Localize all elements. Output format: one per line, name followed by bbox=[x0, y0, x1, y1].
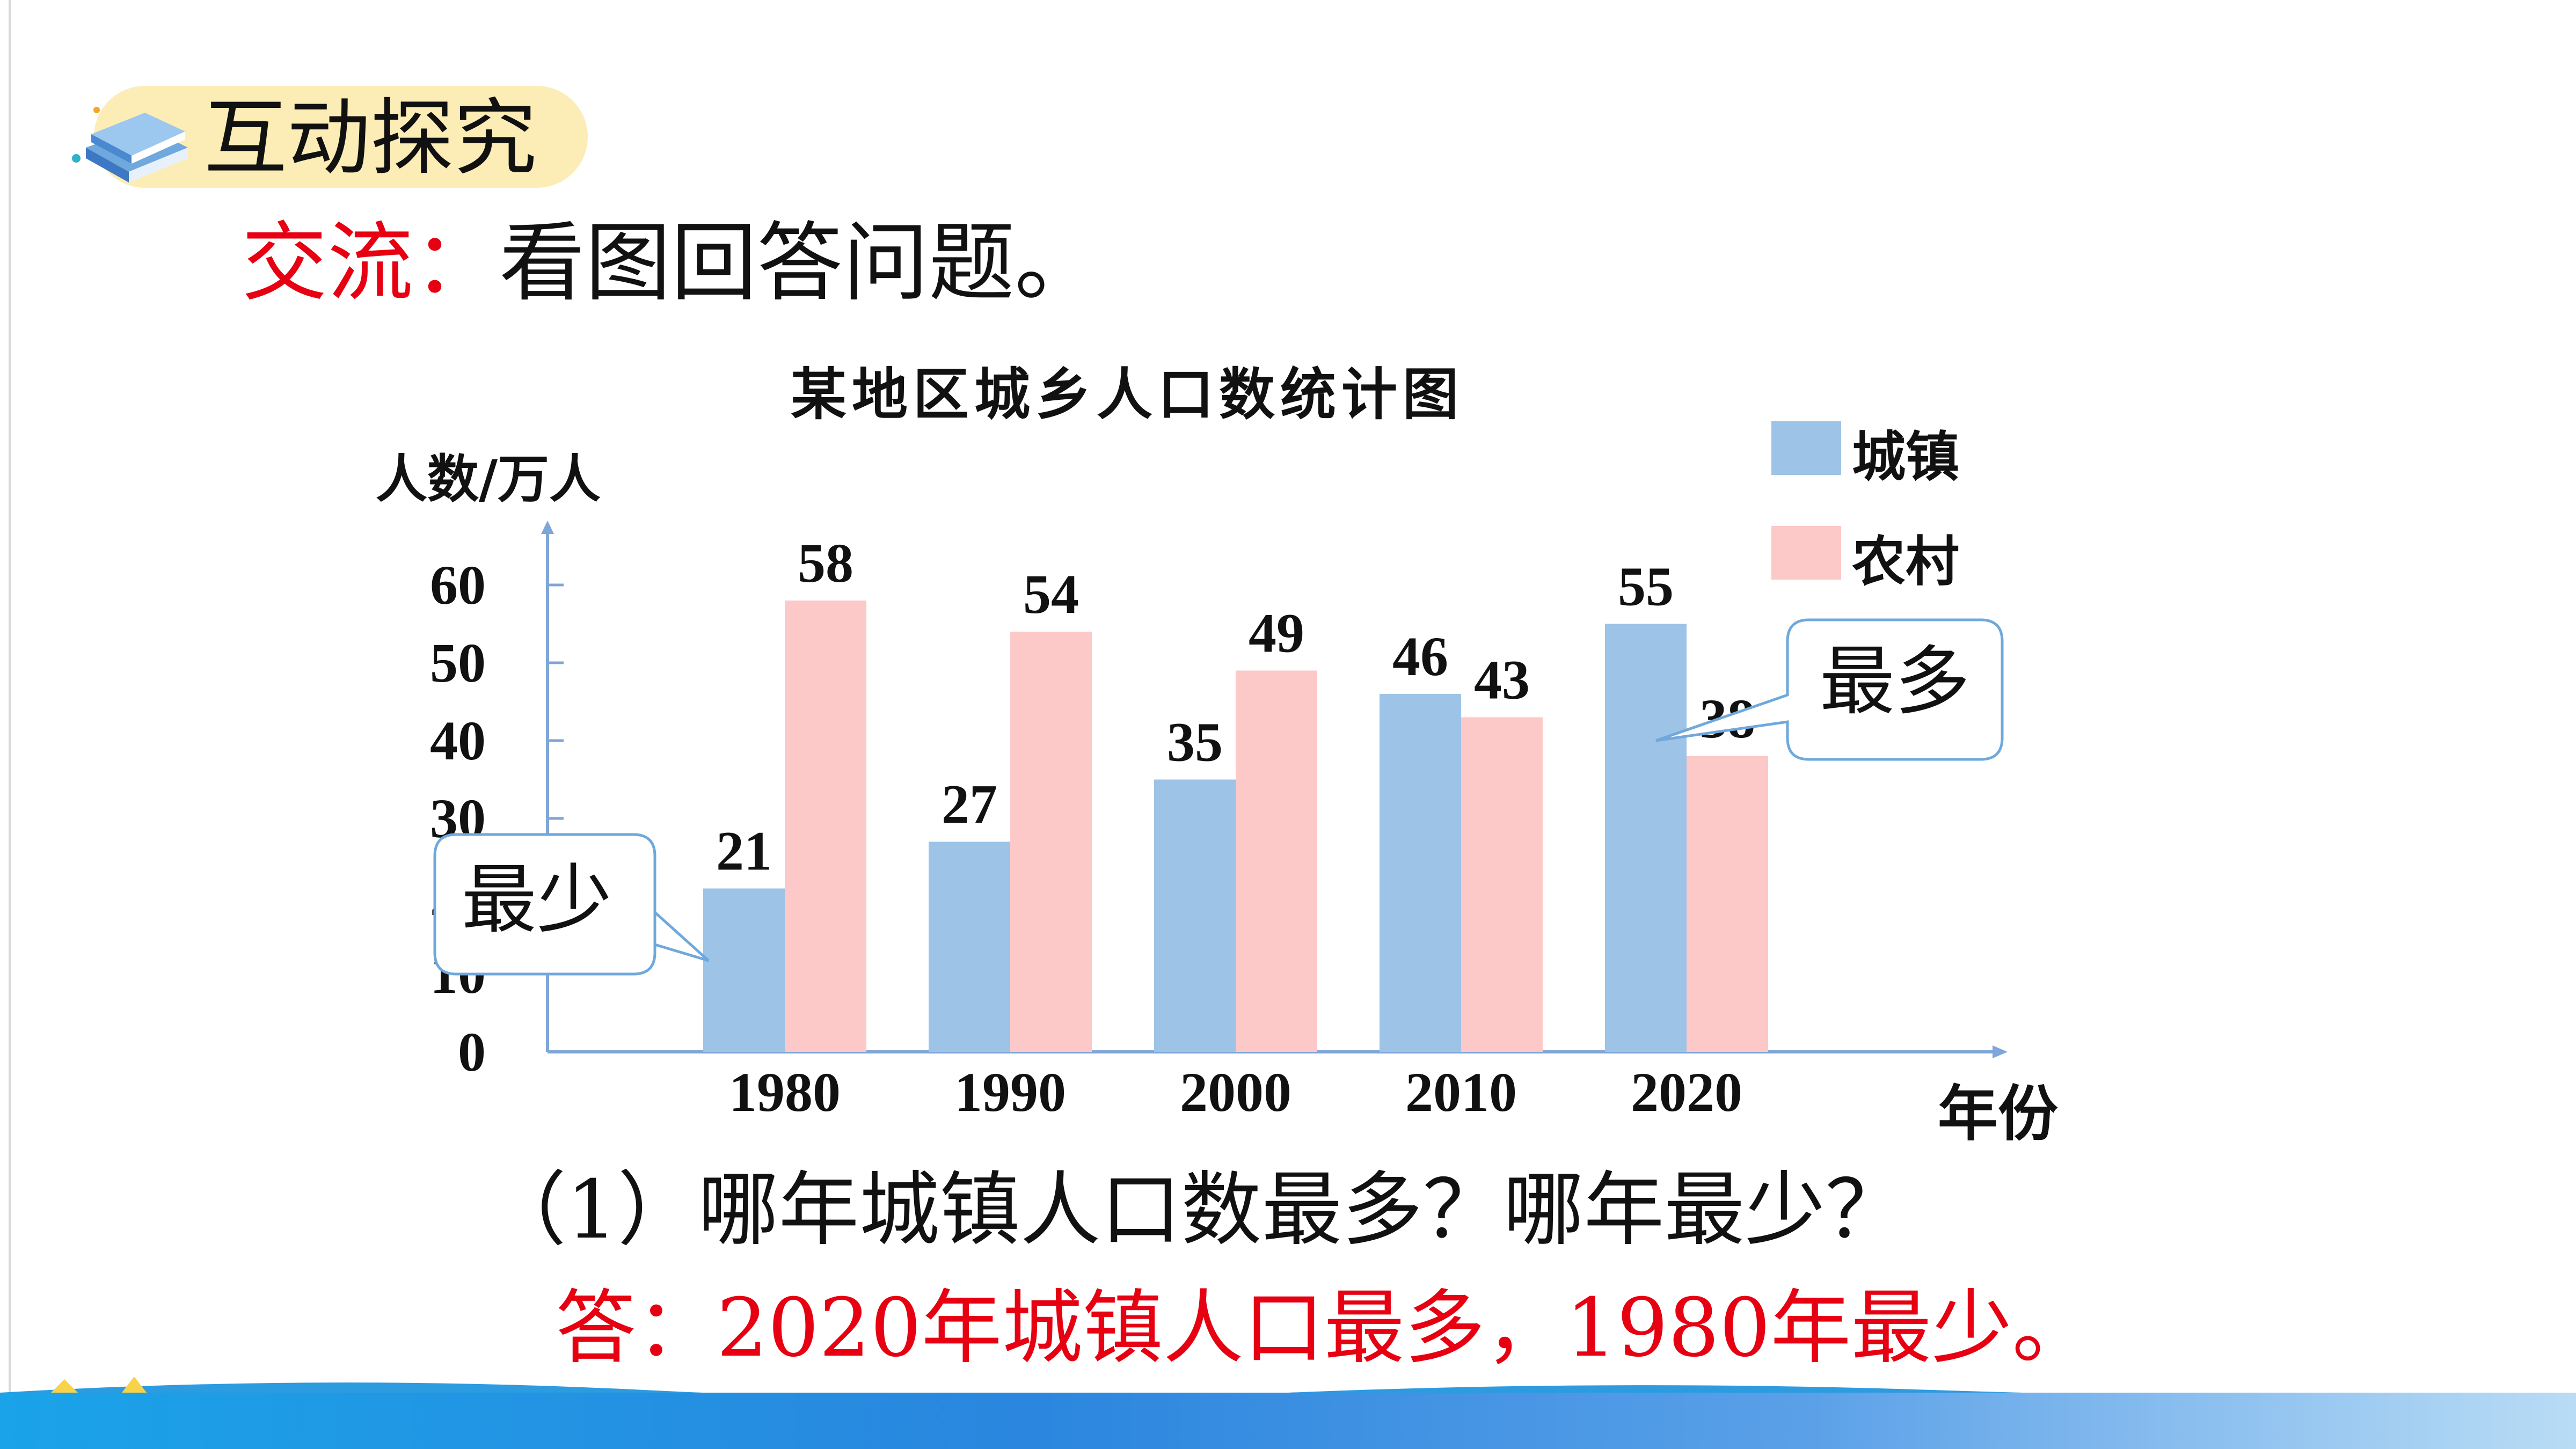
data-label-rural-2000: 49 bbox=[1249, 603, 1304, 664]
prompt-line: 交流：看图回答问题。 bbox=[242, 209, 1100, 317]
callout-most-text: 最多 bbox=[1820, 638, 1970, 726]
data-label-rural-1980: 58 bbox=[798, 532, 853, 594]
y-axis-label: 人数/万人 bbox=[376, 449, 601, 509]
y-axis-arrow-icon bbox=[541, 521, 554, 534]
callout-most-bubble bbox=[1655, 618, 2004, 761]
callout-least: 最少 bbox=[433, 833, 710, 976]
bar-rural-2010 bbox=[1461, 717, 1543, 1052]
x-tick-label: 2020 bbox=[1631, 1062, 1742, 1123]
bar-urban-2010 bbox=[1380, 694, 1461, 1052]
bar-urban-2000 bbox=[1154, 779, 1236, 1052]
data-label-urban-1990: 27 bbox=[942, 774, 997, 836]
bar-urban-1990 bbox=[929, 841, 1010, 1052]
bar-urban-2020 bbox=[1605, 624, 1687, 1052]
bar-urban-1980 bbox=[703, 888, 785, 1052]
bar-rural-1990 bbox=[1010, 632, 1092, 1052]
y-tick-label: 50 bbox=[430, 632, 486, 694]
legend-swatch-rural bbox=[1771, 526, 1841, 580]
x-axis-arrow-icon bbox=[1993, 1045, 2008, 1058]
legend-swatch-urban bbox=[1771, 421, 1841, 475]
y-ticks: 0102030405060 bbox=[430, 554, 564, 1083]
bar-rural-1980 bbox=[785, 601, 866, 1052]
data-label-rural-1990: 54 bbox=[1023, 564, 1079, 625]
y-tick-label: 40 bbox=[430, 710, 486, 772]
legend-label-rural: 农村 bbox=[1852, 530, 1959, 593]
x-ticks: 1980 1990 2000 2010 2020 bbox=[729, 1062, 1742, 1123]
chart-title: 某地区城乡人口数统计图 bbox=[790, 361, 1464, 427]
x-axis-label: 年份 bbox=[1938, 1079, 2058, 1149]
data-labels: 21582754354946435538 bbox=[716, 532, 1755, 882]
y-tick-label: 60 bbox=[430, 554, 486, 616]
x-tick-label: 2000 bbox=[1180, 1062, 1291, 1123]
footer-band bbox=[0, 1393, 2576, 1449]
data-label-urban-2010: 46 bbox=[1392, 626, 1448, 687]
callout-least-text: 最少 bbox=[462, 857, 612, 944]
data-label-rural-2010: 43 bbox=[1474, 649, 1530, 711]
answer-text: 答：2020年城镇人口最多，1980年最少。 bbox=[556, 1282, 2093, 1375]
prompt-prefix: 交流： bbox=[242, 213, 500, 313]
book-stack-icon bbox=[72, 107, 188, 182]
legend-label-urban: 城镇 bbox=[1852, 425, 1959, 488]
y-tick-label: 0 bbox=[458, 1021, 486, 1083]
left-rule bbox=[9, 0, 11, 1449]
bar-rural-2020 bbox=[1687, 756, 1768, 1052]
prompt-text: 看图回答问题。 bbox=[499, 213, 1101, 313]
callout-least-bubble bbox=[433, 833, 710, 976]
bar-rural-2000 bbox=[1236, 670, 1317, 1052]
data-label-urban-2000: 35 bbox=[1167, 712, 1223, 773]
bars bbox=[703, 601, 1768, 1052]
x-tick-label: 1980 bbox=[729, 1062, 841, 1123]
callout-most: 最多 bbox=[1655, 618, 2004, 761]
header-title: 互动探究 bbox=[204, 90, 537, 187]
x-tick-label: 1990 bbox=[954, 1062, 1066, 1123]
x-tick-label: 2010 bbox=[1405, 1062, 1517, 1123]
data-label-urban-1980: 21 bbox=[716, 821, 772, 882]
question-text: （1）哪年城镇人口数最多？哪年最少？ bbox=[486, 1163, 1906, 1257]
data-label-urban-2020: 55 bbox=[1618, 556, 1674, 618]
